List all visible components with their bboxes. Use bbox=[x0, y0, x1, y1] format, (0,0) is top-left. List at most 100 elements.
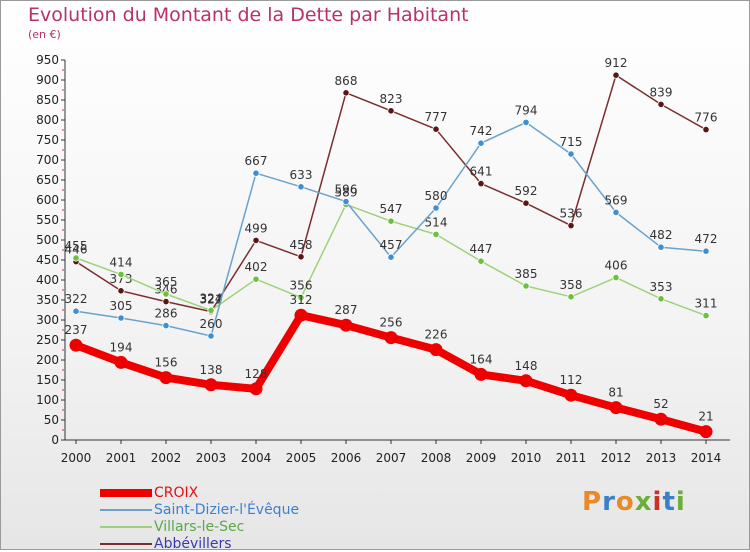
data-point bbox=[69, 338, 83, 352]
data-label: 353 bbox=[650, 280, 673, 294]
proxiti-logo: Proxiti bbox=[582, 487, 686, 517]
logo-letter: i bbox=[652, 487, 663, 517]
data-point bbox=[567, 293, 575, 301]
chart-title: Evolution du Montant de la Dette par Hab… bbox=[28, 4, 469, 26]
data-label: 667 bbox=[245, 154, 268, 168]
data-point bbox=[699, 425, 713, 439]
logo-letter: P bbox=[582, 487, 603, 517]
data-point bbox=[252, 169, 260, 177]
data-label: 164 bbox=[470, 352, 493, 366]
logo-letter: x bbox=[634, 487, 653, 517]
data-label: 742 bbox=[470, 124, 493, 138]
data-label: 569 bbox=[605, 193, 628, 207]
data-point bbox=[387, 107, 395, 115]
legend-swatch bbox=[100, 525, 152, 528]
data-point bbox=[654, 412, 668, 426]
y-tick-label: 500 bbox=[36, 233, 59, 247]
data-label: 138 bbox=[200, 363, 223, 377]
data-point bbox=[567, 222, 575, 230]
data-point bbox=[297, 293, 305, 302]
y-tick-label: 750 bbox=[36, 133, 59, 147]
x-tick-label: 2010 bbox=[511, 451, 542, 465]
data-point bbox=[612, 208, 620, 216]
legend-item: Saint-Dizier-l'Évêque bbox=[100, 501, 299, 518]
data-label: 52 bbox=[653, 397, 668, 411]
data-point bbox=[657, 243, 665, 251]
y-tick-label: 250 bbox=[36, 333, 59, 347]
data-label: 715 bbox=[560, 135, 583, 149]
x-tick-label: 2000 bbox=[61, 451, 92, 465]
data-point bbox=[162, 297, 170, 306]
data-point bbox=[429, 343, 443, 357]
data-label: 455 bbox=[65, 239, 88, 253]
legend-swatch bbox=[100, 488, 152, 497]
legend-item: CROIX bbox=[100, 484, 299, 501]
x-tick-label: 2012 bbox=[601, 451, 632, 465]
data-point bbox=[657, 100, 665, 109]
data-label: 536 bbox=[560, 207, 583, 221]
data-label: 868 bbox=[335, 74, 358, 88]
series-saint-dizier-l-v-que: 322 3052862606676335964575807427947155694… bbox=[65, 103, 717, 340]
series-line bbox=[75, 121, 707, 337]
data-point bbox=[117, 314, 125, 322]
data-label: 514 bbox=[425, 215, 448, 229]
data-point bbox=[72, 307, 80, 315]
data-label: 414 bbox=[110, 255, 133, 269]
data-point bbox=[297, 183, 305, 191]
data-point bbox=[519, 374, 533, 388]
data-point bbox=[207, 306, 215, 314]
data-label: 81 bbox=[608, 386, 623, 400]
data-point bbox=[117, 270, 125, 278]
data-label: 226 bbox=[425, 328, 448, 342]
data-point bbox=[294, 308, 308, 322]
data-point bbox=[477, 139, 485, 147]
data-point bbox=[657, 295, 665, 303]
data-point bbox=[564, 388, 578, 402]
y-tick-label: 0 bbox=[51, 433, 59, 447]
data-point bbox=[72, 254, 80, 262]
data-point bbox=[702, 247, 710, 255]
y-tick-label: 350 bbox=[36, 293, 59, 307]
data-point bbox=[432, 204, 440, 212]
data-label: 194 bbox=[110, 340, 133, 354]
data-point bbox=[162, 321, 170, 330]
chart-subtitle: (en €) bbox=[28, 28, 61, 41]
y-tick-label: 50 bbox=[44, 413, 59, 427]
x-tick-label: 2006 bbox=[331, 451, 362, 465]
y-tick-label: 400 bbox=[36, 273, 59, 287]
x-tick-label: 2003 bbox=[196, 451, 227, 465]
data-label: 112 bbox=[560, 373, 583, 387]
data-label: 912 bbox=[605, 56, 628, 70]
y-tick-label: 200 bbox=[36, 353, 59, 367]
data-label: 794 bbox=[515, 103, 538, 117]
data-label: 457 bbox=[380, 238, 403, 252]
data-label: 373 bbox=[110, 272, 133, 286]
series-villars-le-sec: 455 414 365 324 402 356 589 547 514 447 385 358 406 3… bbox=[65, 185, 718, 320]
y-tick-label: 100 bbox=[36, 393, 59, 407]
data-label: 447 bbox=[470, 242, 493, 256]
data-point bbox=[114, 355, 128, 369]
data-point bbox=[474, 367, 488, 381]
data-point bbox=[702, 311, 710, 320]
data-point bbox=[384, 331, 398, 345]
data-label: 346 bbox=[155, 283, 178, 297]
data-label: 156 bbox=[155, 356, 178, 370]
y-tick-label: 650 bbox=[36, 173, 59, 187]
data-label: 358 bbox=[560, 278, 583, 292]
data-point bbox=[522, 199, 530, 207]
data-label: 446 bbox=[65, 243, 88, 257]
series-croix: 237 194 156 138 128 312 287 256 226 164 148 112 81 52… bbox=[65, 293, 714, 439]
data-label: 356 bbox=[290, 279, 313, 293]
data-label: 305 bbox=[110, 299, 133, 313]
data-point bbox=[609, 401, 623, 415]
data-point bbox=[387, 253, 395, 261]
y-tick-label: 800 bbox=[36, 113, 59, 127]
data-label: 286 bbox=[155, 307, 178, 321]
data-point bbox=[204, 378, 218, 392]
logo-letter: r bbox=[602, 487, 616, 517]
data-point bbox=[252, 275, 260, 283]
data-label: 311 bbox=[695, 297, 718, 311]
legend-item: Villars-le-Sec bbox=[100, 518, 299, 535]
